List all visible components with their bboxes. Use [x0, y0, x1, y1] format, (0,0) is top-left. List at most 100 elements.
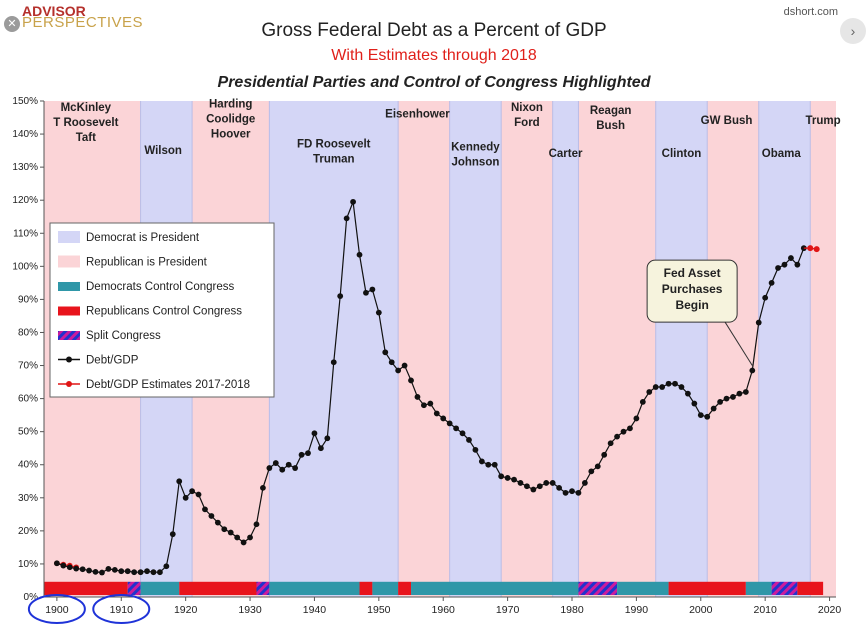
presidency-band	[578, 101, 656, 597]
debt-point	[723, 395, 730, 402]
legend-label: Debt/GDP Estimates 2017-2018	[86, 379, 250, 391]
source-label: dshort.com	[783, 6, 838, 18]
debt-point	[607, 440, 614, 447]
x-tick-label: 1980	[560, 604, 584, 616]
debt-point	[768, 279, 775, 286]
president-label-line: Obama	[762, 148, 802, 160]
debt-point	[311, 430, 318, 437]
debt-point	[601, 451, 608, 458]
debt-point	[472, 446, 479, 453]
debt-point	[285, 461, 292, 468]
president-label-line: Ford	[514, 117, 540, 129]
president-label-line: McKinley	[61, 102, 112, 114]
debt-point	[691, 400, 698, 407]
debt-point	[221, 526, 228, 533]
legend-label: Republican is President	[86, 257, 208, 269]
debt-point	[363, 289, 369, 296]
president-label-line: T Roosevelt	[53, 117, 118, 129]
legend-label: Democrat is President	[86, 232, 200, 244]
debt-point	[189, 488, 195, 495]
split-congress-segment	[256, 581, 270, 596]
debt-point	[491, 461, 498, 468]
callout-text: Fed Asset Purchases Begin	[662, 266, 723, 312]
debt-point	[195, 491, 202, 498]
debt-point	[755, 319, 762, 326]
president-label: Obama	[762, 148, 802, 160]
debt-point	[157, 569, 163, 576]
debt-point	[214, 519, 221, 526]
debt-point	[556, 484, 563, 491]
estimate-point	[813, 246, 820, 253]
split-congress-segment	[771, 581, 798, 596]
debt-point	[485, 461, 492, 468]
debt-point	[124, 568, 131, 575]
debt-point	[163, 563, 170, 570]
callout-text-line: Begin	[675, 298, 708, 312]
chevron-right-icon[interactable]: ›	[840, 18, 866, 44]
presidency-band	[810, 101, 836, 597]
debt-point	[672, 380, 678, 387]
debt-point	[240, 539, 247, 546]
debt-point	[60, 562, 67, 569]
president-label-line: Johnson	[451, 157, 499, 169]
debt-point	[549, 480, 556, 486]
debt-point	[717, 399, 723, 405]
legend-swatch-marker	[66, 356, 72, 363]
legend-label: Split Congress	[86, 330, 161, 342]
debt-point	[53, 560, 60, 567]
debt-point	[86, 567, 92, 574]
debt-point	[762, 294, 769, 301]
president-label-line: Wilson	[144, 145, 182, 157]
y-tick-label: 110%	[13, 228, 38, 239]
debt-point	[614, 433, 620, 440]
presidency-band	[552, 101, 579, 597]
callout-text-line: Fed Asset	[664, 266, 721, 280]
legend-box	[49, 222, 275, 398]
debt-point	[66, 564, 73, 571]
debt-point	[369, 286, 376, 293]
debt-point	[440, 415, 447, 422]
debt-point	[652, 384, 659, 390]
president-label: Carter	[549, 148, 583, 160]
y-tick-label: 90%	[18, 294, 38, 305]
debt-point	[620, 428, 627, 435]
legend-swatch	[58, 255, 80, 268]
debt-point	[169, 531, 176, 538]
debt-point	[459, 430, 466, 437]
x-tick-label: 1940	[303, 604, 327, 616]
debt-point	[324, 435, 331, 442]
debt-point	[646, 389, 653, 395]
debt-point	[736, 390, 743, 397]
x-tick-label: 2020	[818, 604, 842, 616]
president-label: Nixon Ford	[511, 102, 543, 129]
president-label-line: Clinton	[662, 148, 702, 160]
debt-point	[511, 476, 517, 483]
debt-point	[99, 569, 105, 576]
president-label-line: Bush	[596, 120, 625, 132]
president-label: Eisenhower	[385, 109, 450, 121]
president-label-line: Carter	[549, 148, 583, 160]
rep-congress-segment	[797, 581, 824, 596]
debt-point	[144, 568, 150, 575]
rep-congress-segment	[668, 581, 746, 596]
presidency-band	[707, 101, 759, 597]
presidency-band	[269, 101, 399, 597]
debt-point	[292, 465, 299, 471]
debt-point	[279, 466, 286, 473]
debt-point	[92, 568, 99, 575]
tick-highlight-circle	[27, 594, 86, 624]
president-label-line: FD Roosevelt	[297, 138, 371, 150]
callout-text-line: Purchases	[662, 282, 723, 296]
debt-point	[427, 400, 434, 407]
debt-point	[665, 380, 672, 387]
legend-swatch	[58, 331, 80, 340]
president-label-line: GW Bush	[701, 115, 753, 127]
president-label: Harding Coolidge Hoover	[206, 99, 255, 141]
president-label: Wilson	[144, 145, 182, 157]
debt-point	[433, 410, 440, 417]
debt-point	[478, 458, 485, 465]
close-icon[interactable]: ✕	[4, 16, 20, 32]
presidency-band	[449, 101, 502, 597]
callout-box	[646, 259, 738, 323]
debt-point	[176, 478, 183, 485]
